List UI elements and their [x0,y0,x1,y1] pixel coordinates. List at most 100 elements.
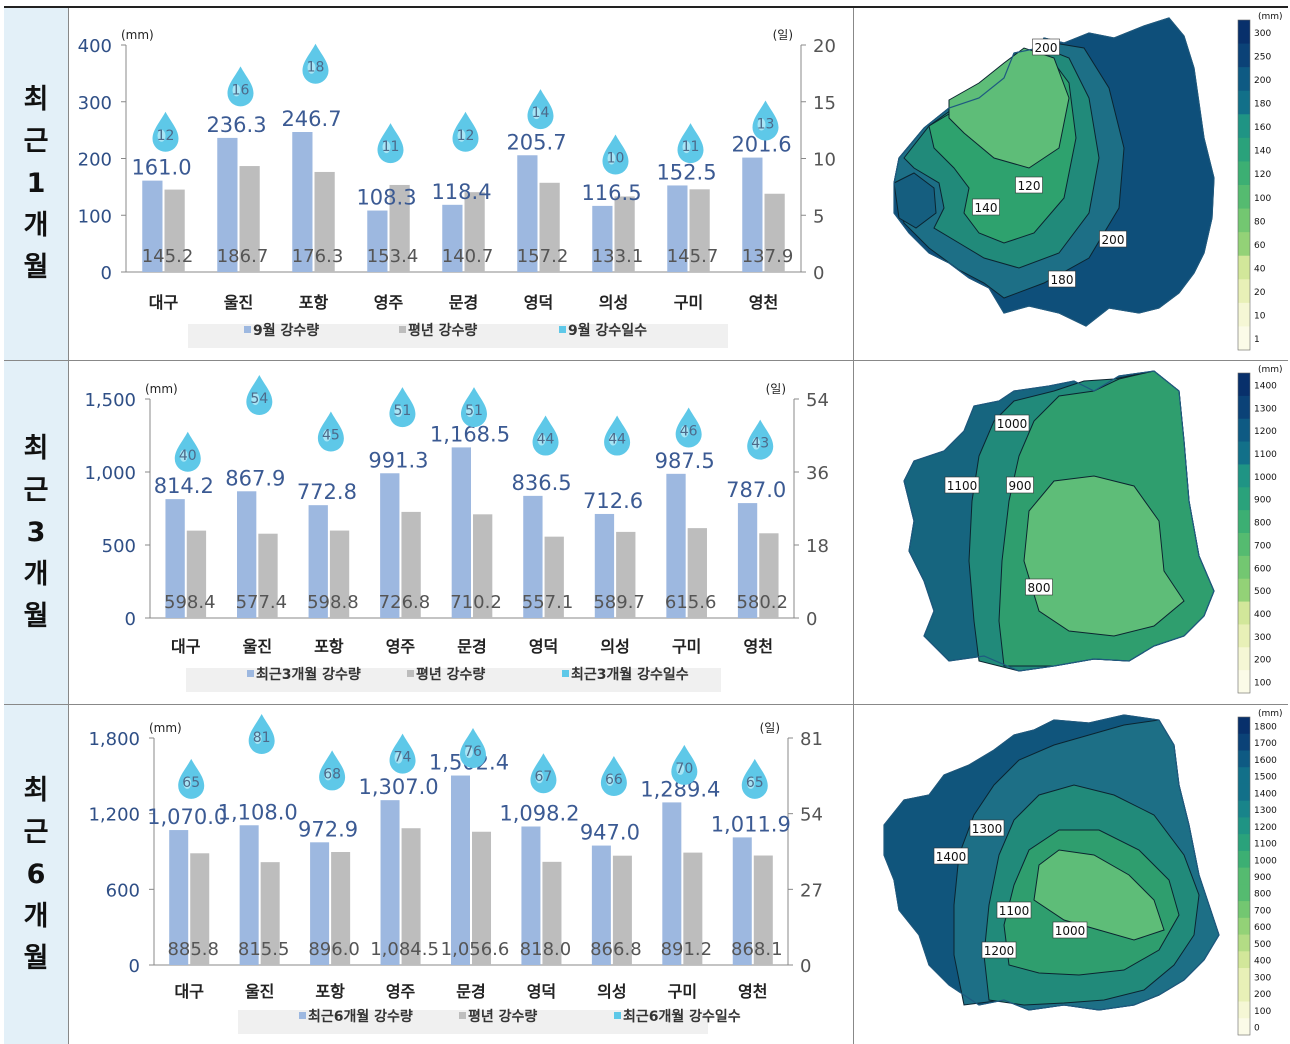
value-label-current: 1,307.0 [358,775,438,799]
legend-color-step [1238,1018,1250,1036]
raindrop-marker [452,111,479,152]
value-label-normal: 885.8 [167,939,219,960]
legend-unit: (mm) [1258,365,1283,375]
raindrop-highlight [605,774,614,787]
raindrop-highlight [532,107,541,120]
bar-current [380,800,400,965]
raindrop-marker [178,758,205,799]
legend-box [186,668,721,692]
y2-tick-label: 15 [813,93,836,114]
y-tick-label: 1,000 [84,463,136,484]
legend-tick-label: 1800 [1254,722,1277,732]
raindrop-icon [302,43,329,84]
value-label-current: 108.3 [356,186,416,210]
raindrop-marker [461,387,487,428]
y-tick-label: 500 [102,536,136,557]
legend-tick-label: 160 [1254,123,1271,133]
raindrop-icon [317,411,344,452]
row-label-char: 근 [23,474,49,506]
value-label-normal: 133.1 [592,246,644,267]
days-label: 11 [682,139,700,155]
legend-color-step [1238,533,1250,557]
y-tick-label: 200 [78,150,112,171]
legend-tick-label: 500 [1254,587,1271,597]
raindrop-icon [227,66,254,107]
bar-normal [329,530,350,618]
value-label-normal: 145.2 [142,246,194,267]
bar-current [367,210,388,272]
bar-chart: 0 600 1,200 1,800 0 27 54 81 (mm) (일) 1,070.0 885.8… [88,714,823,1034]
days-label: 40 [179,448,197,464]
raindrop-marker [675,407,702,448]
bar-current [142,180,163,272]
raindrop-highlight [465,746,473,759]
value-label-normal: 815.5 [238,939,290,960]
value-label-normal: 598.4 [164,592,216,613]
bar-normal [544,536,564,618]
legend-frame [1237,19,1251,351]
contour-label: 1200 [984,944,1015,958]
raindrop-highlight [680,425,689,438]
raindrop-marker [752,100,779,141]
contour-label-box [1099,230,1127,248]
bar-current [742,157,763,272]
y2-tick-label: 81 [800,729,823,750]
value-label-current: 161.0 [131,156,191,180]
legend-tick-label: 180 [1254,100,1271,110]
value-label-normal: 1,084.5 [370,939,439,960]
value-label-normal: 145.7 [667,246,719,267]
raindrop-highlight [746,776,755,789]
legend-tick-label: 300 [1254,29,1271,39]
legend-color-step [1238,510,1250,534]
raindrop-icon [461,387,487,428]
precipitation-map: 1300 1400 1100 1000 1200 [883,714,1220,1011]
raindrop-highlight [324,768,333,781]
y2-tick-label: 36 [806,463,829,484]
raindrop-highlight [609,433,618,446]
row-1-month: 최 근 1 개 월 0 100 200 300 400 0 5 10 15 20 (mm) (일) 16… [0,8,1290,360]
contour-label-box [972,198,1000,216]
bar-chart: 0 100 200 300 400 0 5 10 15 20 (mm) (일) 161.0 145.2 12… [78,28,836,348]
category-label: 대구 [171,637,201,656]
row-label-char: 최 [23,432,49,464]
row-3-month: 최 근 3 개 월 0 500 1,000 1,500 0 18 36 54 (mm) (일) 81… [0,361,1290,704]
contour-label-box [933,847,969,865]
row-label-char: 최 [23,774,49,806]
legend-color-step [1238,20,1250,45]
legend-label: 최근3개월 강수일수 [571,666,689,683]
legend-color-step [1238,255,1250,280]
bar-normal [753,855,773,965]
raindrop-highlight [757,118,766,131]
days-label: 76 [464,744,482,760]
raindrop-marker [227,66,254,107]
precipitation-map: 200 120 140 200 180 [893,17,1215,327]
bar-current [169,830,189,965]
y2-tick-label: 0 [806,609,817,630]
category-label: 의성 [597,982,626,1001]
legend-color-step [1238,114,1250,139]
raindrop-highlight [251,393,260,405]
bar-current [442,204,463,272]
days-label: 70 [675,761,693,777]
bar-current [380,473,400,618]
legend-color-step [1238,670,1250,694]
legend-tick-label: 40 [1254,265,1266,275]
bar-normal [614,196,635,272]
value-label-current: 814.2 [154,474,214,498]
contour-label-box [981,941,1017,959]
legend-frame [1237,716,1251,1036]
row-label-char: 개 [23,900,49,932]
raindrop-highlight [307,61,316,74]
legend-color-step [1238,464,1250,488]
bar-normal [401,828,421,965]
contour-label: 1000 [997,417,1028,431]
raindrop-icon [248,714,275,754]
legend-box [188,324,728,348]
days-label: 43 [751,436,769,452]
contour-label: 1300 [972,822,1003,836]
raindrop-icon [174,431,201,472]
legend-color-step [1238,968,1250,986]
raindrop-icon [532,415,559,456]
legend-color-step [1238,750,1250,768]
legend-color-step [1238,279,1250,304]
